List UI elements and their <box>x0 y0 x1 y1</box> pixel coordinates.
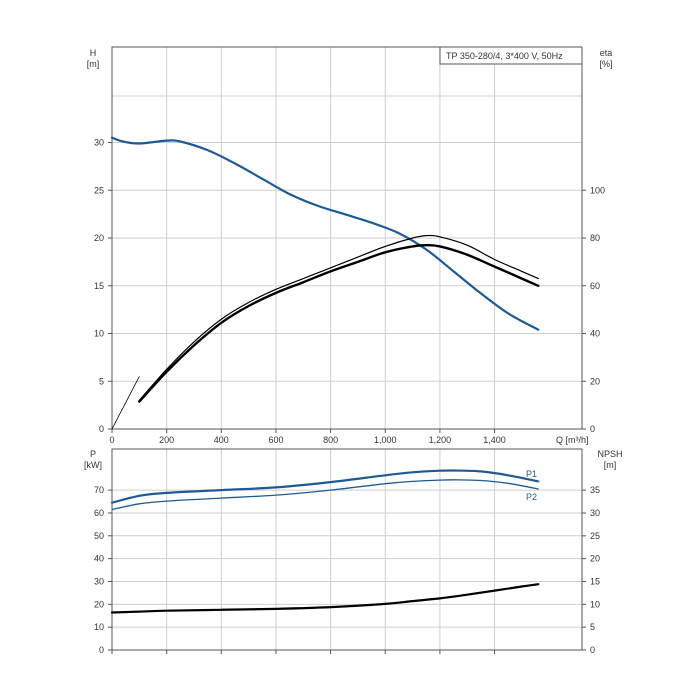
x-tick-label: 1,400 <box>483 435 506 445</box>
y-left-tick-label: 30 <box>94 576 104 586</box>
y-right-tick-label: 15 <box>590 576 600 586</box>
y-right-tick-label: 40 <box>590 329 600 339</box>
efficiency-curve-thin <box>138 234 539 401</box>
x-tick-label: 200 <box>159 435 174 445</box>
x-tick-label: 600 <box>268 435 283 445</box>
y-left-tick-label: 20 <box>94 233 104 243</box>
head-curve <box>110 136 540 331</box>
y-left-tick-label: 5 <box>99 376 104 386</box>
y-left-axis-unit: [kW] <box>84 460 102 470</box>
y-right-axis-unit: [m] <box>604 460 617 470</box>
y-left-tick-label: 0 <box>99 645 104 655</box>
head-efficiency-panel: TP 350-280/4, 3*400 V, 50Hz 0 5 10 15 20 25 30 0… <box>87 46 613 445</box>
y-right-axis-label: NPSH <box>597 449 622 459</box>
power-npsh-panel: 0 10 20 30 40 50 60 70 0 5 10 15 20 25 30 35 P[kW] NPSH[m… <box>84 448 623 655</box>
series-label-p2: P2 <box>526 492 537 502</box>
npsh-curve <box>110 583 540 614</box>
y-left-tick-label: 70 <box>94 485 104 495</box>
y-right-tick-label: 20 <box>590 554 600 564</box>
y-left-tick-label: 20 <box>94 599 104 609</box>
y-left-tick-label: 0 <box>99 424 104 434</box>
title-box <box>439 46 583 65</box>
y-left-tick-label: 15 <box>94 281 104 291</box>
x-tick-label: 400 <box>214 435 229 445</box>
x-tick-label: 800 <box>323 435 338 445</box>
x-tick-label: 1,000 <box>374 435 397 445</box>
y-right-tick-label: 60 <box>590 281 600 291</box>
chart-title: TP 350-280/4, 3*400 V, 50Hz <box>446 51 563 61</box>
series-label-p1: P1 <box>526 469 537 479</box>
y-right-tick-label: 0 <box>590 645 595 655</box>
y-left-tick-label: 25 <box>94 185 104 195</box>
y-left-tick-label: 50 <box>94 531 104 541</box>
p2-curve <box>111 479 539 511</box>
y-left-axis-label: P <box>90 449 96 459</box>
y-left-tick-label: 60 <box>94 508 104 518</box>
y-right-tick-label: 80 <box>590 233 600 243</box>
y-right-tick-label: 25 <box>590 531 600 541</box>
y-right-axis-label: eta <box>600 48 613 58</box>
y-right-tick-label: 35 <box>590 485 600 495</box>
y-left-axis-unit: [m] <box>87 59 100 69</box>
start-segment <box>111 376 140 430</box>
x-tick-label: 0 <box>109 435 114 445</box>
y-right-axis-unit: [%] <box>599 59 612 69</box>
y-right-tick-label: 0 <box>590 424 595 434</box>
y-right-tick-label: 100 <box>590 185 605 195</box>
y-left-tick-label: 40 <box>94 554 104 564</box>
x-tick-label: 1,200 <box>429 435 452 445</box>
y-left-tick-label: 30 <box>94 138 104 148</box>
y-left-axis-label: H <box>90 48 97 58</box>
efficiency-curve-thick <box>138 243 540 403</box>
y-right-tick-label: 30 <box>590 508 600 518</box>
y-left-tick-label: 10 <box>94 329 104 339</box>
y-left-tick-label: 10 <box>94 622 104 632</box>
y-right-tick-label: 5 <box>590 622 595 632</box>
plot-frame <box>111 448 583 651</box>
p1-curve <box>110 469 540 504</box>
x-axis-label: Q [m³/h] <box>556 435 589 445</box>
y-right-tick-label: 20 <box>590 376 600 386</box>
y-right-tick-label: 10 <box>590 599 600 609</box>
